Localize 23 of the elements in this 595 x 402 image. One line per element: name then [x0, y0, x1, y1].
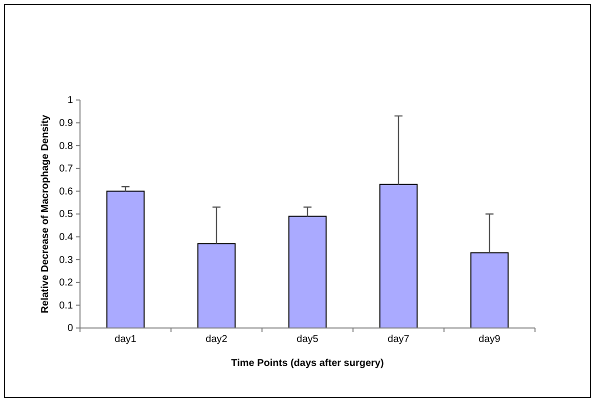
- x-axis-title: Time Points (days after surgery): [231, 358, 384, 369]
- bar: [197, 243, 236, 328]
- y-tick-label: 0.3: [59, 254, 74, 266]
- y-tick-label: 1: [67, 95, 74, 106]
- x-tick-label: day1: [114, 334, 137, 345]
- x-tick-label: day7: [388, 334, 410, 345]
- x-tick-label: day5: [296, 334, 319, 345]
- bar: [379, 184, 418, 328]
- y-tick-label: 0.6: [59, 186, 74, 198]
- bar: [106, 190, 145, 328]
- x-tick-label: day2: [206, 334, 228, 345]
- y-tick-label: 0.5: [59, 209, 74, 220]
- bar: [288, 216, 327, 328]
- x-tick-label: day9: [478, 334, 501, 345]
- y-tick-label: 0.1: [59, 300, 74, 312]
- y-tick-label: 0.2: [59, 278, 74, 289]
- y-tick-label: 0.8: [59, 140, 74, 152]
- y-tick-label: 0.9: [59, 118, 74, 129]
- y-tick-label: 0.7: [59, 164, 74, 175]
- y-axis-title: Relative Decrease of Macrophage Density: [40, 114, 51, 314]
- y-tick-label: 0: [67, 323, 74, 334]
- y-tick-label: 0.4: [59, 232, 74, 243]
- bar: [470, 252, 509, 328]
